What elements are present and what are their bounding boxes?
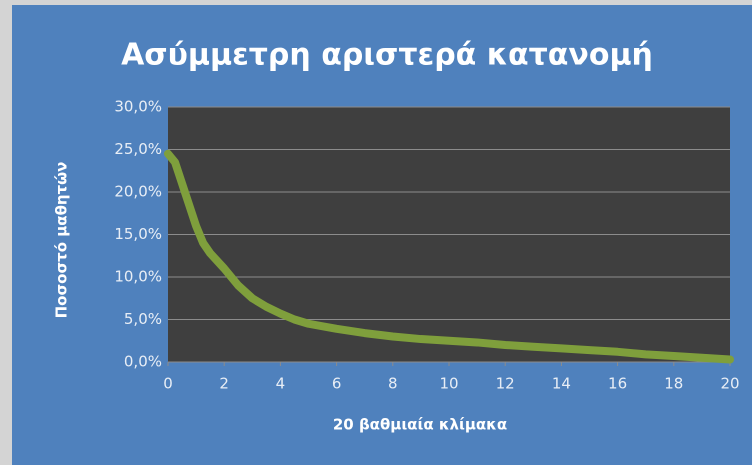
data-line xyxy=(164,149,734,364)
y-tick-label: 10,0% xyxy=(114,268,162,286)
x-tick-label: 0 xyxy=(163,375,173,393)
x-tick-label: 18 xyxy=(664,375,683,393)
x-tick-label: 20 xyxy=(720,375,739,393)
y-tick-label: 30,0% xyxy=(114,98,162,116)
x-axis-title: 20 βαθμιαία κλίμακα xyxy=(333,416,507,434)
x-tick-label: 2 xyxy=(219,375,229,393)
y-tick-label: 5,0% xyxy=(124,310,162,328)
y-axis-title: Ποσοστό μαθητών xyxy=(53,162,71,319)
x-tick-label: 16 xyxy=(608,375,627,393)
y-tick-label: 15,0% xyxy=(114,225,162,243)
x-tick-label: 8 xyxy=(388,375,398,393)
x-tick-label: 14 xyxy=(552,375,571,393)
chart-title: Ασύμμετρη αριστερά κατανομή xyxy=(121,38,653,73)
y-tick-label: 20,0% xyxy=(114,183,162,201)
x-tick-label: 6 xyxy=(332,375,342,393)
x-tick-label: 4 xyxy=(276,375,286,393)
x-tick-label: 10 xyxy=(439,375,458,393)
y-tick-label: 25,0% xyxy=(114,140,162,158)
x-tick-label: 12 xyxy=(496,375,515,393)
y-tick-label: 0,0% xyxy=(124,353,162,371)
